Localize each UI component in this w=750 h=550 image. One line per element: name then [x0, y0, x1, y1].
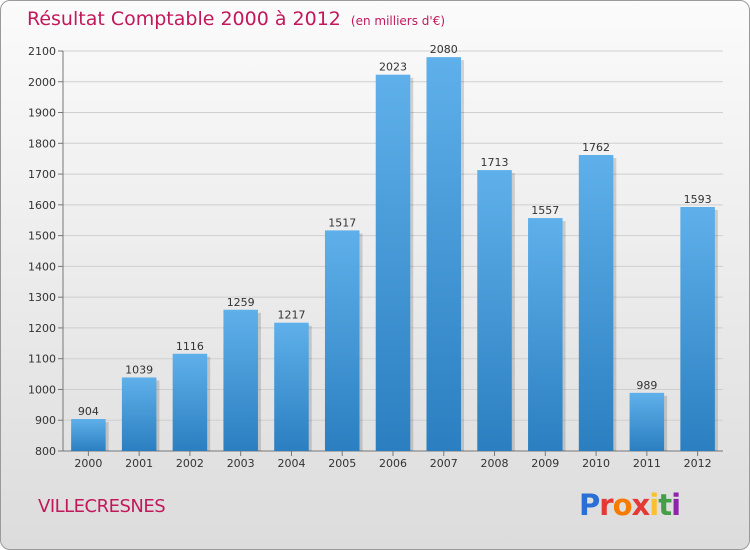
- chart-title: Résultat Comptable 2000 à 2012: [27, 8, 341, 30]
- data-label: 989: [636, 379, 657, 392]
- bar: [578, 155, 614, 451]
- x-tick-label: 2003: [227, 457, 255, 470]
- logo-letter: x: [631, 488, 651, 522]
- y-tick-label: 1000: [28, 383, 56, 396]
- y-tick-label: 1400: [28, 260, 56, 273]
- city-name: VILLECRESNES: [38, 496, 166, 517]
- data-label: 904: [78, 405, 99, 418]
- x-tick-label: 2010: [582, 457, 610, 470]
- y-tick-label: 1500: [28, 230, 56, 243]
- logo-letter: r: [599, 488, 613, 522]
- bar: [223, 309, 258, 451]
- data-label: 1517: [328, 216, 356, 229]
- y-tick-label: 1300: [28, 291, 56, 304]
- x-tick-label: 2012: [684, 457, 712, 470]
- proxiti-logo: Proxiti: [579, 488, 681, 522]
- bar-layer: [71, 57, 718, 452]
- data-label: 1713: [481, 156, 509, 169]
- bar: [477, 170, 512, 452]
- y-tick-label: 2100: [28, 45, 56, 58]
- x-tick-label: 2009: [531, 457, 559, 470]
- logo-letter: P: [579, 488, 600, 522]
- data-label: 2080: [430, 43, 458, 56]
- label-layer: 2000 904 2001 1039 2002 1116 2003 1259 2004 1217 2…: [74, 43, 711, 470]
- data-label: 2023: [379, 61, 407, 74]
- data-label: 1217: [277, 309, 305, 322]
- bar: [274, 322, 309, 451]
- y-tick-label: 1800: [28, 137, 56, 150]
- y-tick-label: 1600: [28, 199, 56, 212]
- bar: [629, 392, 665, 451]
- bar: [71, 419, 106, 451]
- data-label: 1259: [227, 296, 255, 309]
- data-label: 1116: [176, 340, 204, 353]
- bar: [324, 230, 360, 451]
- x-tick-label: 2005: [328, 457, 356, 470]
- x-tick-label: 2008: [481, 457, 509, 470]
- y-tick-label: 1900: [28, 107, 56, 120]
- y-tick-label: 900: [35, 414, 56, 427]
- data-label: 1557: [531, 204, 559, 217]
- x-tick-label: 2011: [633, 457, 661, 470]
- x-tick-label: 2000: [74, 457, 102, 470]
- x-tick-label: 2001: [125, 457, 153, 470]
- bar: [528, 218, 563, 451]
- y-tick-label: 2000: [28, 76, 56, 89]
- x-tick-label: 2007: [430, 457, 458, 470]
- bar: [121, 377, 157, 451]
- y-tick-label: 1200: [28, 322, 56, 335]
- x-tick-label: 2002: [176, 457, 204, 470]
- logo-letter: i: [649, 488, 659, 522]
- bar: [172, 353, 208, 451]
- y-tick-label: 1700: [28, 168, 56, 181]
- logo-letter: t: [658, 488, 672, 522]
- data-label: 1593: [684, 193, 712, 206]
- bar: [680, 207, 715, 451]
- bar: [426, 57, 462, 452]
- y-tick-label: 800: [35, 445, 56, 458]
- logo-letter: i: [671, 488, 681, 522]
- chart-title-block: Résultat Comptable 2000 à 2012 (en millie…: [27, 8, 445, 30]
- data-label: 1039: [125, 363, 153, 376]
- y-tick-label: 1100: [28, 353, 56, 366]
- x-tick-label: 2004: [277, 457, 305, 470]
- bar: [375, 74, 411, 451]
- chart-unit: (en milliers d'€): [350, 14, 446, 28]
- logo-letter: o: [612, 488, 633, 522]
- data-label: 1762: [582, 141, 610, 154]
- x-tick-label: 2006: [379, 457, 407, 470]
